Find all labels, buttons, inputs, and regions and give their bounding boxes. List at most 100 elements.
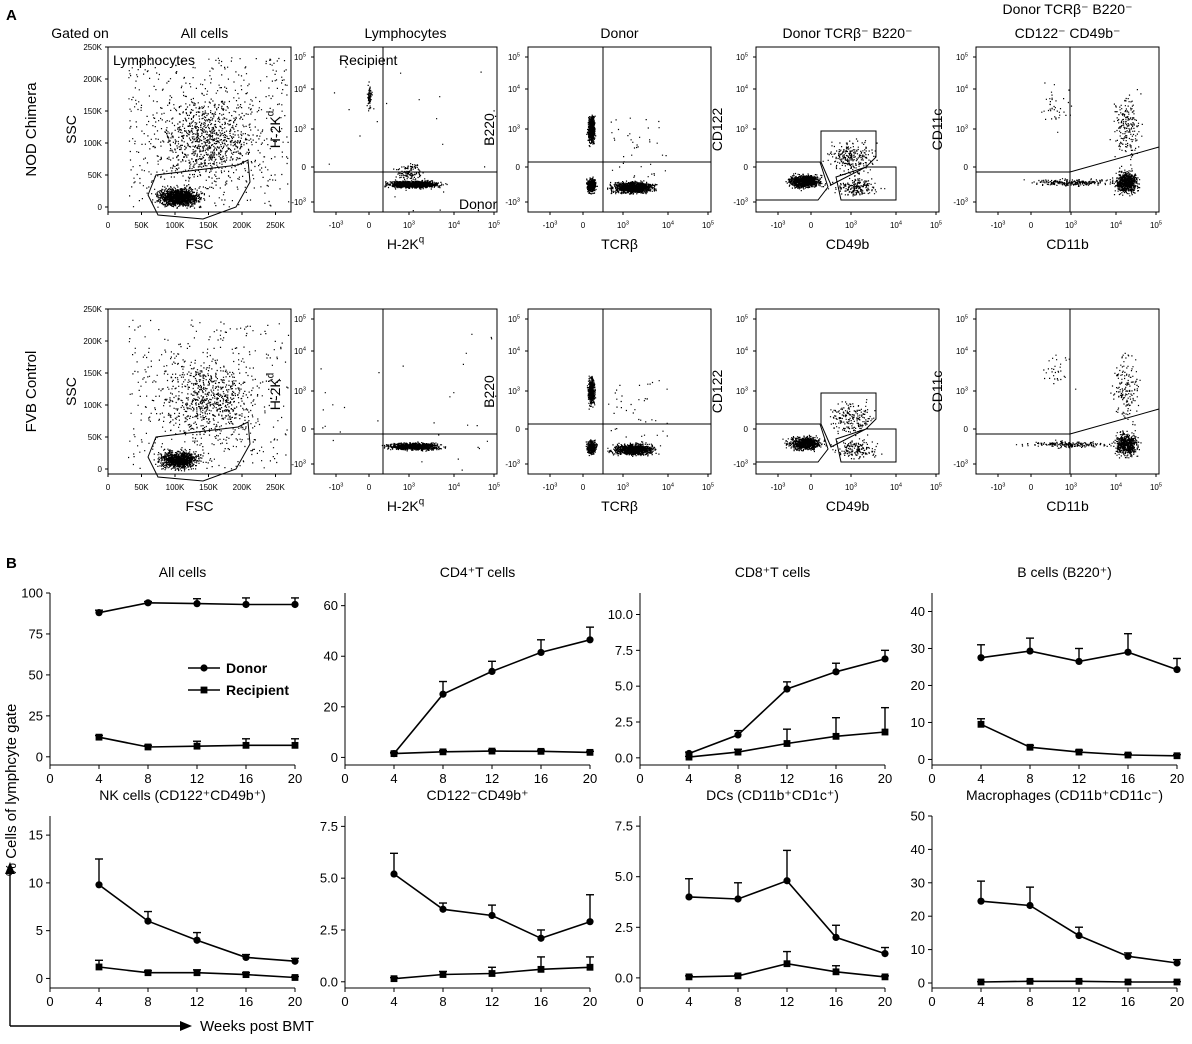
legend-marker-donor	[200, 664, 208, 672]
x-tick-label: 16	[1121, 771, 1135, 786]
x-tick-label: 103	[1065, 220, 1077, 230]
y-axis-title: B220	[481, 375, 497, 408]
gate-cd122neg	[755, 161, 829, 201]
event-dots	[320, 333, 497, 471]
chart-title: DCs (CD11b⁺CD1c⁺)	[706, 787, 839, 803]
y-tick-label: 100K	[83, 401, 102, 410]
data-point-donor	[1124, 952, 1132, 960]
data-point-recipient	[144, 743, 152, 751]
x-tick-label-sup: 3	[412, 482, 415, 488]
y-tick-label: 103	[294, 386, 306, 396]
y-tick-label-base: 10	[956, 347, 965, 356]
x-tick-label: 12	[780, 994, 794, 1009]
data-point-donor	[95, 881, 103, 889]
y-tick-label: 7.5	[615, 643, 633, 658]
gate-dc-diagonal	[1069, 146, 1160, 173]
x-tick-label: 8	[144, 994, 151, 1009]
y-axis-title: CD11c	[929, 371, 945, 413]
x-tick-label-base: 10	[702, 483, 711, 492]
data-point-recipient	[881, 973, 889, 981]
x-tick-label: 0	[581, 221, 586, 230]
x-tick-label-sup: 3	[340, 482, 343, 488]
gated-on-label: Gated on	[51, 25, 109, 41]
y-tick-label-base: 10	[508, 125, 517, 134]
x-tick-label: 16	[1121, 994, 1135, 1009]
y-tick-label-base: 0	[516, 425, 521, 434]
y-tick-label-base: 10	[956, 315, 965, 324]
y-tick-label: 200K	[83, 337, 102, 346]
y-tick-label: 104	[736, 84, 748, 94]
y-tick-label-sup: 3	[303, 386, 306, 392]
x-axis-title-base: CD11b	[1046, 498, 1089, 514]
y-tick-label: 0	[98, 203, 103, 212]
y-tick-label: 103	[736, 124, 748, 134]
x-tick-label-base: 10	[488, 221, 497, 230]
y-tick-label-sup: 3	[965, 197, 968, 203]
y-tick-label: 0	[302, 163, 307, 172]
y-tick-label: -103	[291, 459, 306, 469]
data-point-recipient	[291, 741, 299, 749]
x-tick-label-base: 10	[1065, 483, 1074, 492]
panel-label-a: A	[6, 7, 17, 24]
x-tick-label-sup: 3	[854, 482, 857, 488]
x-axis-title-base: CD11b	[1046, 236, 1089, 252]
data-point-recipient	[193, 969, 201, 977]
chart-title: B cells (B220⁺)	[1017, 564, 1112, 580]
y-axis-title: CD122	[709, 108, 725, 152]
y-tick-label: 0	[36, 971, 43, 986]
series-recipient	[95, 733, 299, 751]
data-point-donor	[1173, 959, 1181, 967]
data-point-donor	[291, 600, 299, 609]
x-tick-label: 103	[617, 220, 629, 230]
y-tick-label: 5.0	[615, 869, 633, 884]
y-tick-label-base: 10	[508, 85, 517, 94]
x-tick-label: 200K	[233, 483, 252, 492]
y-tick-label-base: 10	[508, 315, 517, 324]
data-point-recipient	[832, 732, 840, 740]
x-axis-title-sup: q	[419, 235, 424, 246]
y-tick-label: 2.5	[320, 922, 338, 937]
x-axis-title: CD11b	[1046, 498, 1089, 514]
x-tick-label-base: 10	[845, 483, 854, 492]
y-tick-label: -103	[953, 197, 968, 207]
x-tick-label: -103	[543, 482, 558, 492]
data-point-recipient	[242, 741, 250, 749]
y-tick-label: 0	[918, 975, 925, 990]
legend-label-recipient: Recipient	[226, 682, 289, 698]
series-donor	[977, 880, 1181, 967]
series-recipient	[977, 977, 1181, 986]
x-tick-label: 0	[46, 994, 53, 1009]
x-tick-label-sup: 3	[340, 220, 343, 226]
chart-title: Macrophages (CD11b⁺CD11c⁻)	[966, 787, 1163, 803]
y-tick-label-base: 0	[302, 163, 307, 172]
data-point-donor	[193, 936, 201, 944]
x-tick-label-base: 10	[1110, 483, 1119, 492]
y-tick-label: 30	[911, 875, 925, 890]
line-chart-0: All cells 0 25 50 75 100 0 4 8 12 16 20	[21, 564, 302, 786]
x-tick-label-base: 10	[617, 483, 626, 492]
y-tick-label-sup: 4	[965, 84, 968, 90]
x-tick-label: 12	[780, 771, 794, 786]
x-tick-label-base: 10	[1150, 483, 1159, 492]
x-axis-title: FSC	[186, 236, 214, 252]
y-axis-title-base: CD11c	[929, 109, 945, 151]
y-tick-label-sup: 5	[517, 314, 520, 320]
data-point-recipient	[1173, 752, 1181, 760]
x-tick-label: 50K	[134, 221, 149, 230]
x-tick-label-base: 0	[809, 221, 814, 230]
data-point-recipient	[291, 974, 299, 981]
x-tick-label: 20	[583, 994, 597, 1009]
x-axis-title: FSC	[186, 498, 214, 514]
x-tick-label-base: 10	[662, 221, 671, 230]
y-tick-label: 104	[956, 84, 968, 94]
series-donor	[977, 632, 1181, 674]
x-tick-label: 0	[341, 771, 348, 786]
y-tick-label: -103	[291, 197, 306, 207]
x-tick-label-base: 10	[403, 221, 412, 230]
x-tick-label-base: 0	[581, 483, 586, 492]
y-tick-label-sup: 3	[303, 124, 306, 130]
y-tick-label: 100	[21, 586, 43, 601]
